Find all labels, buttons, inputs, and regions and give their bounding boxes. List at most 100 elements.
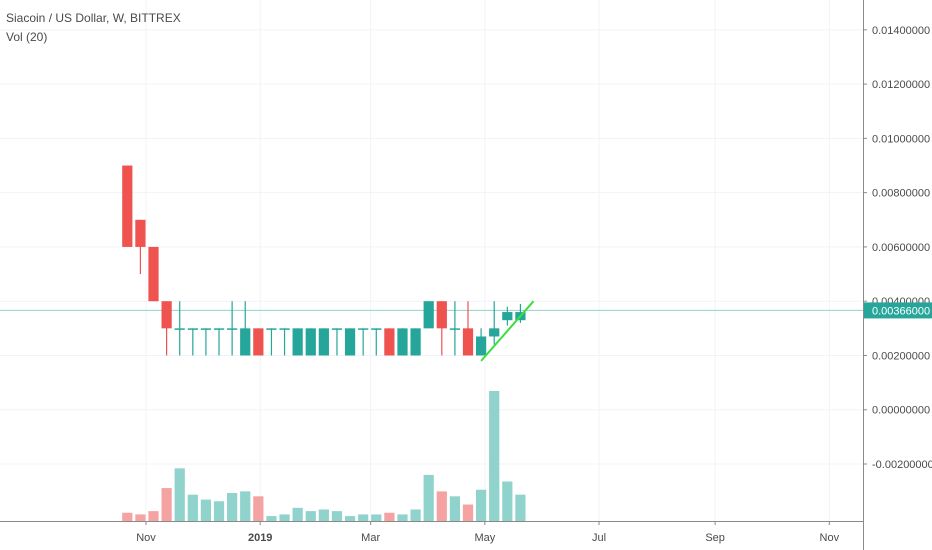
volume-bar: [279, 514, 290, 521]
candle-body: [187, 328, 198, 330]
price-tick-label: 0.00200000: [872, 350, 930, 362]
time-axis-background: [0, 521, 863, 550]
candle[interactable]: [253, 328, 264, 356]
candle[interactable]: [200, 328, 212, 356]
time-tick-label: Nov: [820, 532, 840, 544]
candle-body: [489, 328, 500, 337]
candle-body: [462, 328, 474, 356]
volume-bar: [371, 514, 382, 521]
volume-bar: [135, 514, 146, 521]
volume-bar: [240, 491, 251, 521]
time-tick-label: 2019: [248, 532, 272, 544]
price-tick-label: 0.01000000: [872, 133, 930, 145]
candle[interactable]: [502, 306, 513, 326]
price-tick-label: 0.00000000: [872, 405, 930, 417]
volume-bar: [266, 516, 277, 521]
candle-body: [122, 165, 133, 247]
volume-indicator-label: Vol (20): [6, 30, 48, 44]
symbol-title: Siacoin / US Dollar, W, BITTREX: [6, 11, 181, 25]
volume-bar: [161, 488, 172, 521]
grid-lines: [0, 0, 863, 521]
candle[interactable]: [462, 301, 474, 356]
price-tick-label: 0.01200000: [872, 79, 930, 91]
volume-bar: [423, 474, 434, 521]
candle[interactable]: [240, 301, 251, 356]
candle-body: [410, 328, 421, 356]
candle[interactable]: [318, 328, 329, 356]
volume-bar: [344, 516, 356, 521]
candle-body: [200, 328, 212, 330]
volume-bar: [515, 494, 526, 521]
candle-body: [174, 328, 185, 330]
price-candles[interactable]: [122, 165, 526, 356]
candle[interactable]: [397, 328, 408, 356]
volume-bar: [213, 501, 225, 521]
candle-body: [292, 328, 303, 356]
chart-legend: Siacoin / US Dollar, W, BITTREX Vol (20): [6, 9, 181, 47]
candle-body: [318, 328, 329, 356]
candle[interactable]: [410, 328, 421, 356]
volume-bar: [253, 496, 264, 521]
volume-bars: [122, 391, 526, 521]
volume-bar: [358, 514, 369, 521]
trendline[interactable]: [480, 300, 535, 362]
candle[interactable]: [135, 219, 146, 275]
trendline-layer[interactable]: [480, 300, 535, 362]
volume-bar: [227, 493, 238, 521]
volume-bar: [187, 494, 198, 521]
time-axis[interactable]: Nov 2019 Mar May Jul Sep Nov: [0, 521, 863, 550]
candle-body: [305, 328, 316, 356]
candle[interactable]: [227, 301, 238, 356]
candle[interactable]: [358, 328, 369, 356]
candle[interactable]: [279, 328, 290, 356]
time-tick-label: Mar: [361, 532, 380, 544]
candle[interactable]: [161, 301, 172, 356]
candle[interactable]: [371, 328, 382, 356]
volume-bar: [200, 499, 212, 521]
price-tick-label: 0.00800000: [872, 188, 930, 200]
candle[interactable]: [305, 328, 316, 356]
candle[interactable]: [174, 301, 185, 356]
candle[interactable]: [266, 328, 277, 356]
volume-bar: [292, 507, 303, 521]
candle[interactable]: [384, 328, 395, 356]
price-tick-label: 0.01400000: [872, 25, 930, 37]
volume-bar: [384, 512, 395, 521]
candle-body: [475, 336, 487, 356]
candle-body: [371, 328, 382, 330]
candle[interactable]: [187, 328, 198, 356]
candle-body: [331, 328, 343, 330]
volume-bar: [475, 489, 487, 521]
candle[interactable]: [292, 328, 303, 356]
volume-bar: [449, 496, 461, 521]
candle[interactable]: [148, 246, 159, 302]
volume-bar: [410, 509, 421, 521]
last-price-badge[interactable]: [864, 302, 932, 319]
candle-body: [253, 328, 264, 356]
candle[interactable]: [436, 301, 447, 356]
candle-body: [161, 301, 172, 329]
volume-bar: [397, 514, 408, 521]
price-axis[interactable]: -0.002000000.000000000.002000000.0040000…: [863, 0, 932, 550]
candle-body: [358, 328, 369, 330]
candle[interactable]: [331, 328, 343, 356]
volume-bar: [148, 511, 159, 521]
candle[interactable]: [213, 328, 225, 356]
candle[interactable]: [122, 165, 133, 247]
candle[interactable]: [489, 301, 500, 345]
candle[interactable]: [344, 328, 356, 356]
volume-bar: [462, 504, 474, 521]
price-tick-label: 0.00600000: [872, 242, 930, 254]
candle[interactable]: [423, 301, 434, 329]
volume-bar: [436, 491, 447, 521]
candle[interactable]: [449, 301, 461, 356]
candle[interactable]: [475, 328, 487, 356]
volume-bar: [489, 391, 500, 521]
candle-body: [436, 301, 447, 329]
candle-body: [384, 328, 395, 356]
volume-bar: [174, 468, 185, 521]
time-tick-label: Nov: [136, 532, 156, 544]
candle-body: [397, 328, 408, 356]
time-tick-label: May: [474, 532, 495, 544]
